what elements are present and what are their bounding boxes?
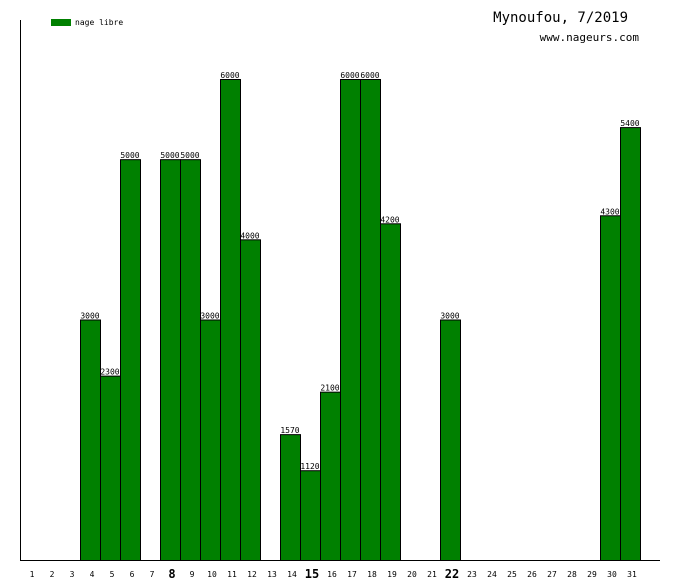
x-tick-label: 6 [130, 570, 135, 579]
bar [180, 159, 201, 562]
bar [340, 79, 361, 561]
bar [220, 79, 241, 561]
legend-swatch [51, 19, 71, 26]
bar-value-label: 5000 [180, 151, 199, 160]
chart-title: Mynoufou, 7/2019 [493, 10, 628, 26]
x-tick-label: 31 [627, 570, 637, 579]
bar-value-label: 6000 [220, 71, 239, 80]
bar-value-label: 3000 [440, 312, 459, 321]
bar [360, 79, 381, 561]
x-tick-label: 30 [607, 570, 617, 579]
bar-value-label: 3000 [200, 312, 219, 321]
x-tick-label: 15 [305, 567, 319, 580]
x-tick-labels-group: 1 2 3 4 5 6 7 8 9 10 11 12 13 14 15 16 17 18 19 20 21 22 23 24 2… [30, 567, 637, 580]
x-tick-label: 3 [70, 570, 75, 579]
x-tick-label: 7 [150, 570, 155, 579]
x-tick-label: 17 [347, 570, 357, 579]
x-tick-label: 24 [487, 570, 497, 579]
bar-value-label: 4000 [240, 231, 259, 240]
bar [100, 375, 121, 561]
site-url: www.nageurs.com [540, 31, 640, 44]
bar [160, 159, 181, 562]
bar [300, 470, 321, 562]
x-tick-label: 14 [287, 570, 297, 579]
x-tick-label: 12 [247, 570, 257, 579]
bar-value-label: 5000 [120, 151, 139, 160]
x-tick-label: 23 [467, 570, 477, 579]
bar-value-label: 6000 [340, 71, 359, 80]
bar-value-label: 4300 [600, 207, 619, 216]
x-tick-label: 1 [30, 570, 35, 579]
bar-value-label: 3000 [80, 312, 99, 321]
x-tick-label: 19 [387, 570, 397, 579]
bar [620, 127, 641, 561]
x-tick-label: 4 [90, 570, 95, 579]
x-tick-label: 18 [367, 570, 377, 579]
bar [380, 223, 401, 562]
bar-value-label: 5000 [160, 151, 179, 160]
bar-value-label: 4200 [380, 215, 399, 224]
bar [240, 239, 261, 561]
x-tick-label: 11 [227, 570, 237, 579]
x-tick-label: 13 [267, 570, 277, 579]
bar-value-label: 1570 [280, 426, 299, 435]
bar [320, 391, 341, 561]
bar [280, 434, 301, 561]
bar [600, 215, 621, 562]
x-tick-label: 25 [507, 570, 517, 579]
legend-label: nage libre [75, 18, 123, 27]
bar [440, 319, 461, 561]
bar-value-label: 2300 [100, 368, 119, 377]
bar-value-label: 6000 [360, 71, 379, 80]
bar [200, 319, 221, 561]
x-tick-label: 27 [547, 570, 557, 579]
bar [80, 319, 101, 561]
x-tick-label: 9 [190, 570, 195, 579]
x-tick-label: 29 [587, 570, 597, 579]
bar-value-label: 5400 [620, 119, 639, 128]
bars-group [80, 79, 641, 562]
x-tick-label: 8 [168, 567, 175, 580]
x-tick-label: 26 [527, 570, 537, 579]
bar [120, 159, 141, 562]
x-tick-label: 20 [407, 570, 417, 579]
bar-value-label: 1120 [300, 462, 319, 471]
x-tick-label: 10 [207, 570, 217, 579]
x-tick-label: 2 [50, 570, 55, 579]
x-tick-label: 16 [327, 570, 337, 579]
bar-value-label: 2100 [320, 384, 339, 393]
x-tick-label: 21 [427, 570, 437, 579]
legend: nage libre [51, 18, 123, 27]
x-tick-label: 28 [567, 570, 577, 579]
x-tick-label: 5 [110, 570, 115, 579]
x-tick-label: 22 [445, 567, 459, 580]
